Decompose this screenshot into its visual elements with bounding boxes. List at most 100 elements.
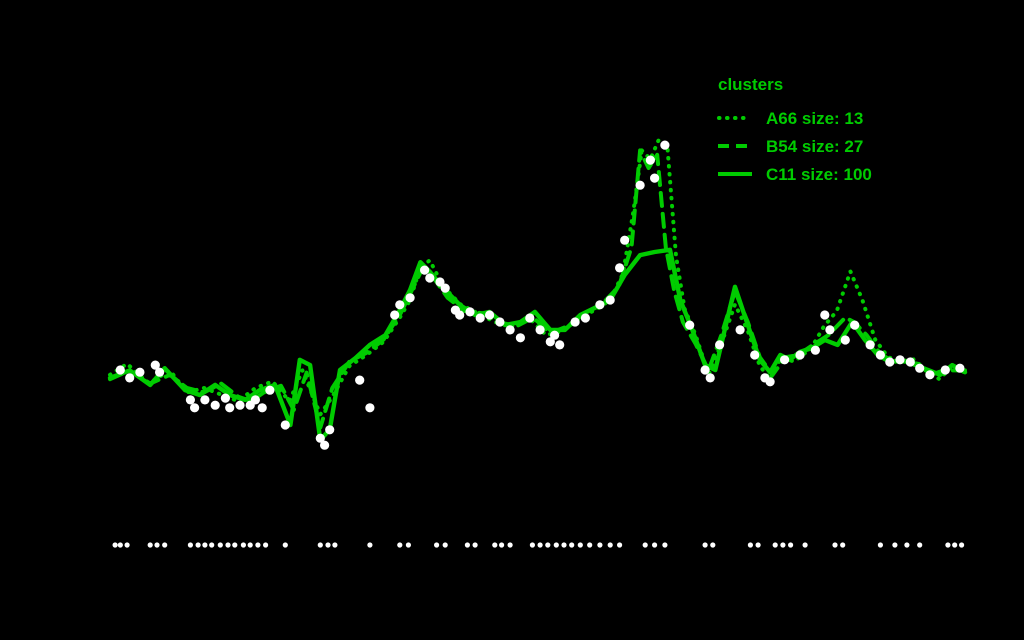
rug-tick [802,542,808,548]
data-point [705,373,715,383]
data-point [685,320,695,330]
data-point [150,360,160,370]
dotted-line-sample [717,116,753,120]
data-point [390,310,400,320]
rug-tick [282,542,288,548]
rug-tick [945,542,951,548]
data-point [325,425,335,435]
data-point [185,395,195,405]
rug-tick [904,542,910,548]
rug-tick [662,542,668,548]
rug-tick [232,542,238,548]
rug-tick [162,542,168,548]
data-point [650,173,660,183]
data-point [475,313,485,323]
data-point [495,317,505,327]
data-point [875,350,886,360]
rug-tick [147,542,153,548]
rug-tick [607,542,613,548]
data-point [425,273,435,283]
data-point [940,365,950,375]
data-point [825,325,835,335]
data-point [820,310,830,320]
rug-tick [332,542,338,548]
rug-tick [195,542,201,548]
rug-tick [617,542,623,548]
rug-tick [952,542,958,548]
rug-tick [124,542,130,548]
rug-tick [652,542,658,548]
data-point [750,350,760,360]
rug-tick [529,542,536,548]
rug-tick [263,542,269,548]
data-point [135,367,145,377]
legend-entry-c11: C11 size: 100 [716,160,872,188]
rug-tick [577,542,583,548]
legend: clusters A66 size: 13 B54 size: 27 C11 s… [716,76,872,188]
data-point [515,333,526,343]
rug-tick [545,542,551,548]
data-point [435,277,445,287]
data-point [735,325,745,335]
rug-tick [537,542,543,548]
rug-tick [877,542,884,548]
data-point [700,365,710,375]
data-point [125,373,135,383]
data-point [250,395,260,405]
data-point [850,320,860,330]
rug-tick [187,542,193,548]
rug-tick [917,542,923,548]
rug-tick [397,542,403,548]
rug-tick [959,542,965,548]
data-point [915,363,925,373]
data-point [315,433,325,443]
rug-tick [755,542,761,548]
data-point [220,393,230,403]
data-point [280,420,290,430]
legend-label-c11: C11 size: 100 [766,164,872,184]
rug-tick [112,542,118,548]
data-point [615,263,625,273]
rug-tick [788,542,794,548]
rug-tick [780,542,786,548]
data-point [455,310,465,320]
rug-tick [832,542,838,548]
rug-tick [561,542,567,548]
data-point [115,365,125,375]
rug-tick [702,542,708,548]
rug-tick [154,542,160,548]
data-point [550,330,560,340]
rug-tick [642,542,648,548]
series-line-C11 [107,247,968,443]
data-point [155,367,165,377]
rug-tick [840,542,846,548]
data-point [265,385,275,395]
series-line-B54 [108,148,967,430]
data-point [505,325,515,335]
rug-tick [117,542,123,548]
data-point [795,350,805,360]
data-point [865,340,875,350]
rug-tick [405,542,411,548]
data-point [765,377,775,387]
data-point [395,300,405,310]
rug-tick [325,542,331,548]
data-point [810,345,821,355]
rug-tick [492,542,498,548]
data-point [635,180,645,190]
data-point [465,307,475,317]
rug-tick [209,542,215,548]
rug-tick [217,542,223,548]
rug-tick [772,542,778,548]
rug-tick [225,542,231,548]
rug-tick [569,542,575,548]
data-point [440,283,450,293]
data-point [525,313,535,323]
rug-tick [240,542,246,548]
legend-label-b54: B54 size: 27 [766,136,864,156]
rug-tick [317,542,323,548]
data-point [200,395,210,405]
legend-label-a66: A66 size: 13 [766,108,864,128]
